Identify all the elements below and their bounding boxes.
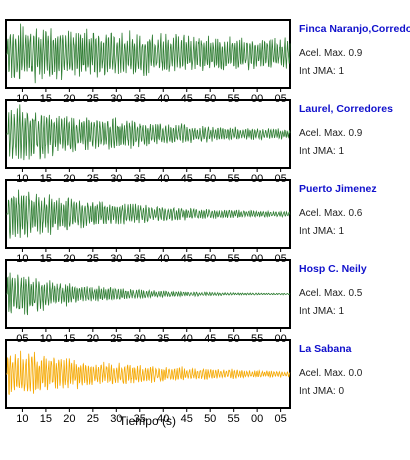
tick-label: 30 (110, 413, 122, 425)
tick-label: 10 (16, 413, 28, 425)
acel-max-label: Acel. Max. 0.9 (299, 128, 363, 139)
tick-label: 20 (63, 413, 75, 425)
waveform-trace (6, 350, 291, 395)
tick-label: 05 (274, 413, 286, 425)
int-jma-label: Int JMA: 1 (299, 66, 345, 77)
acel-max-label: Acel. Max. 0.6 (299, 208, 363, 219)
int-jma-label: Int JMA: 1 (299, 146, 345, 157)
int-jma-label: Int JMA: 1 (299, 226, 345, 237)
tick-label: 45 (181, 413, 193, 425)
acel-max-label: Acel. Max. 0.5 (299, 288, 363, 299)
tick-label: 40 (157, 413, 169, 425)
int-jma-label: Int JMA: 1 (299, 306, 345, 317)
waveform-trace (6, 272, 291, 316)
tick-label: 50 (204, 413, 216, 425)
tick-label: 25 (87, 413, 99, 425)
waveform-trace (6, 23, 291, 84)
tick-label: 35 (134, 413, 146, 425)
waveform-trace (6, 104, 291, 161)
station-name: Laurel, Corredores (299, 103, 393, 115)
acel-max-label: Acel. Max. 0.9 (299, 48, 363, 59)
x-axis-label: Tiempo (s) (119, 414, 176, 428)
station-name: La Sabana (299, 343, 352, 355)
acel-max-label: Acel. Max. 0.0 (299, 368, 363, 379)
tick-label: 15 (40, 413, 52, 425)
int-jma-label: Int JMA: 0 (299, 386, 345, 397)
tick-label: 55 (228, 413, 240, 425)
waveform-trace (6, 189, 291, 239)
station-name: Finca Naranjo,Corredores (299, 23, 410, 35)
tick-label: 00 (251, 413, 263, 425)
station-name: Puerto Jimenez (299, 183, 377, 195)
station-name: Hosp C. Neily (299, 263, 367, 275)
